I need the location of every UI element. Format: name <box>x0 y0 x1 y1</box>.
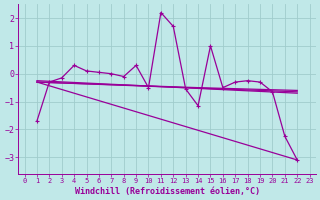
X-axis label: Windchill (Refroidissement éolien,°C): Windchill (Refroidissement éolien,°C) <box>75 187 260 196</box>
